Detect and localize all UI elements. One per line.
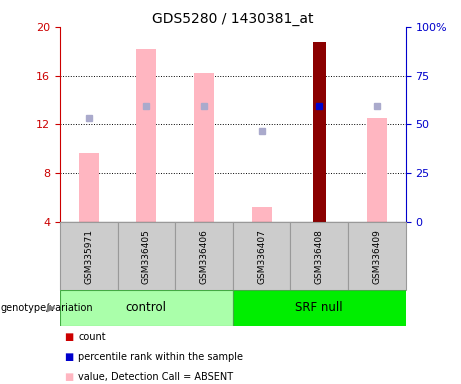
Bar: [313, 41, 325, 222]
Bar: [136, 49, 156, 222]
Text: count: count: [78, 332, 106, 342]
Bar: [348, 222, 406, 290]
Bar: [367, 118, 387, 222]
Bar: [194, 73, 214, 222]
Text: GSM336405: GSM336405: [142, 229, 151, 284]
Bar: [175, 222, 233, 290]
Text: GSM336409: GSM336409: [372, 229, 381, 284]
Text: ▶: ▶: [47, 303, 55, 313]
Bar: [233, 222, 290, 290]
Text: value, Detection Call = ABSENT: value, Detection Call = ABSENT: [78, 372, 233, 382]
Bar: [118, 222, 175, 290]
Text: GSM336408: GSM336408: [315, 229, 324, 284]
Text: percentile rank within the sample: percentile rank within the sample: [78, 352, 243, 362]
Bar: [290, 222, 348, 290]
Bar: [233, 290, 406, 326]
Title: GDS5280 / 1430381_at: GDS5280 / 1430381_at: [152, 12, 313, 26]
Text: GSM336407: GSM336407: [257, 229, 266, 284]
Bar: [252, 207, 272, 222]
Text: SRF null: SRF null: [296, 301, 343, 314]
Text: ■: ■: [65, 352, 74, 362]
Text: genotype/variation: genotype/variation: [1, 303, 94, 313]
Text: GSM336406: GSM336406: [200, 229, 208, 284]
Bar: [79, 152, 99, 222]
Text: GSM335971: GSM335971: [84, 229, 93, 284]
Text: ■: ■: [65, 372, 74, 382]
Text: ■: ■: [65, 332, 74, 342]
Text: control: control: [126, 301, 167, 314]
Bar: [60, 290, 233, 326]
Bar: [60, 222, 118, 290]
